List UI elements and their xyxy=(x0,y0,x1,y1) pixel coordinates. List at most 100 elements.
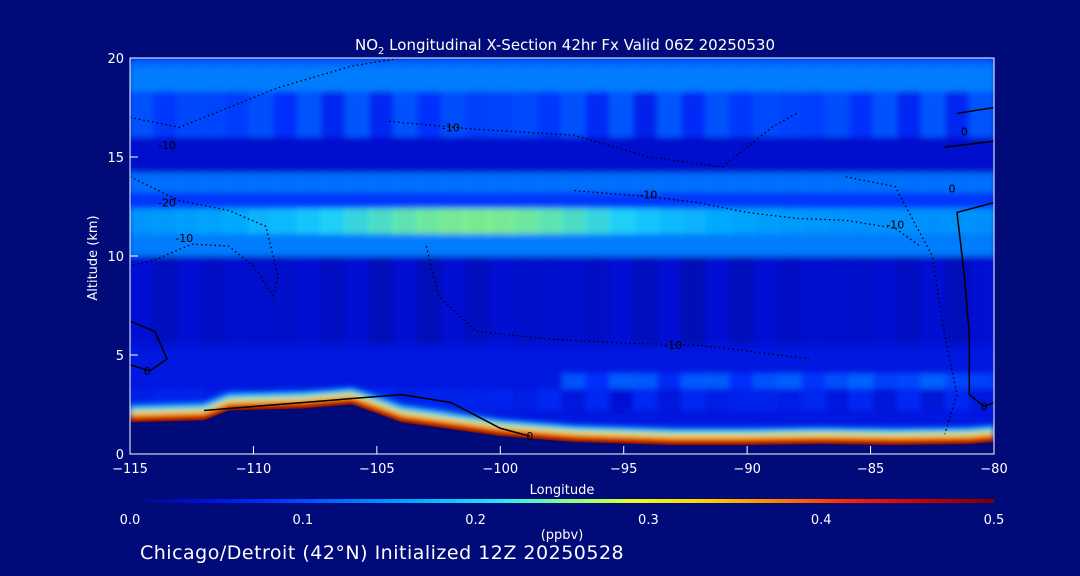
y-tick-label: 15 xyxy=(107,151,124,166)
field-cell xyxy=(777,137,803,173)
field-cell xyxy=(921,208,947,235)
field-cell xyxy=(537,137,563,173)
field-cell xyxy=(609,65,635,92)
field-cell xyxy=(681,256,707,346)
field-cell xyxy=(753,208,779,235)
contour-label: 0 xyxy=(144,365,151,378)
field-cell xyxy=(753,372,779,389)
field-cell xyxy=(849,372,875,389)
field-cell xyxy=(153,208,179,235)
contour-labels: -10 -20 -10 -10 -10 -10 -10 0 0 0 0 0 xyxy=(144,121,988,443)
field-cell xyxy=(130,91,155,138)
field-cell xyxy=(921,172,947,193)
field-cell xyxy=(273,234,299,256)
field-cell xyxy=(561,65,587,92)
field-cell xyxy=(969,234,994,256)
field-cell xyxy=(441,234,467,256)
field-cell xyxy=(345,172,371,193)
field-cell xyxy=(153,58,179,66)
field-cell xyxy=(849,192,875,209)
field-cell xyxy=(945,58,971,66)
field-cell xyxy=(897,172,923,193)
field-cell xyxy=(273,256,299,346)
field-cell xyxy=(489,91,515,138)
field-cell xyxy=(130,172,155,193)
field-cell xyxy=(225,234,251,256)
field-cell xyxy=(369,172,395,193)
field-cell xyxy=(393,208,419,235)
field-cell xyxy=(561,91,587,138)
field-cell xyxy=(225,137,251,173)
field-cell xyxy=(705,192,731,209)
field-cell xyxy=(753,234,779,256)
field-cell xyxy=(393,58,419,66)
field-cell xyxy=(369,58,395,66)
field-cell xyxy=(729,58,755,66)
field-cell xyxy=(249,208,275,235)
contour-lines xyxy=(130,58,994,454)
field-cell xyxy=(801,65,827,92)
y-axis: 0 5 10 15 20 xyxy=(107,52,138,463)
chart-title: NO2 Longitudinal X-Section 42hr Fx Valid… xyxy=(355,36,775,57)
field-cell xyxy=(729,388,755,411)
field-cell xyxy=(945,91,971,138)
field-cell xyxy=(825,91,851,138)
field-cell xyxy=(585,234,611,256)
colorbar-tick-label: 0.1 xyxy=(292,513,313,528)
field-cell xyxy=(513,172,539,193)
field-cell xyxy=(585,172,611,193)
field-cell xyxy=(297,58,323,66)
field-cell xyxy=(537,172,563,193)
field-cell xyxy=(945,172,971,193)
field-cell xyxy=(225,172,251,193)
field-cell xyxy=(657,137,683,173)
field-cell xyxy=(873,388,899,411)
field-cell xyxy=(873,172,899,193)
field-cell xyxy=(369,256,395,346)
field-cell xyxy=(369,137,395,173)
x-axis-label: Longitude xyxy=(530,483,595,498)
field-cell xyxy=(297,234,323,256)
field-cell xyxy=(537,91,563,138)
field-cell xyxy=(369,91,395,138)
field-cell xyxy=(873,234,899,256)
x-tick-label: −110 xyxy=(236,462,272,477)
field-cell xyxy=(321,192,347,209)
field-cell xyxy=(297,256,323,346)
field-cell xyxy=(441,388,467,411)
field-cell xyxy=(153,65,179,92)
field-cell xyxy=(297,137,323,173)
contour-line xyxy=(425,245,809,360)
field-cell xyxy=(153,172,179,193)
field-cell xyxy=(777,91,803,138)
field-cell xyxy=(345,65,371,92)
field-cell xyxy=(585,256,611,346)
field-cell xyxy=(273,91,299,138)
field-cell xyxy=(921,192,947,209)
contour-label: 0 xyxy=(949,183,956,196)
field-cell xyxy=(561,388,587,411)
field-cell xyxy=(417,91,443,138)
field-cell xyxy=(249,137,275,173)
field-cell xyxy=(441,137,467,173)
field-cell xyxy=(130,58,155,66)
footer-caption: Chicago/Detroit (42°N) Initialized 12Z 2… xyxy=(140,542,625,564)
contour-label: -10 xyxy=(664,339,682,352)
field-cell xyxy=(705,256,731,346)
field-cell xyxy=(777,172,803,193)
field-cell xyxy=(177,172,203,193)
field-cell xyxy=(489,192,515,209)
field-cell xyxy=(729,372,755,389)
field-cell xyxy=(345,234,371,256)
field-cell xyxy=(417,172,443,193)
x-axis: −115 −110 −105 −100 −95 −90 −85 −80 xyxy=(112,446,1008,477)
field-cell xyxy=(609,372,635,389)
field-cell xyxy=(177,192,203,209)
field-cell xyxy=(201,234,227,256)
field-cell xyxy=(153,91,179,138)
field-cell xyxy=(393,192,419,209)
field-cell xyxy=(321,65,347,92)
field-cell xyxy=(225,208,251,235)
field-cell xyxy=(489,208,515,235)
field-cell xyxy=(705,91,731,138)
